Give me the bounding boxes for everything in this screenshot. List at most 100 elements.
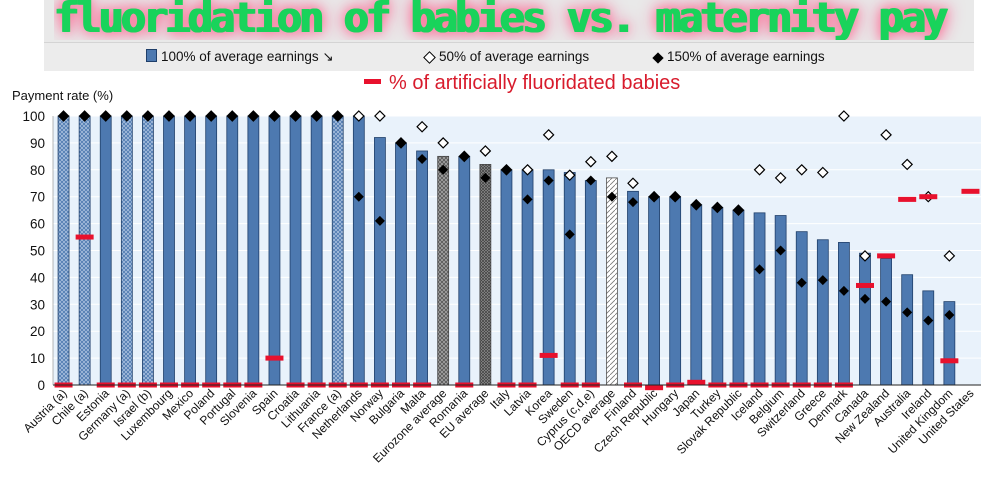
bar <box>205 115 218 386</box>
bar <box>268 115 281 386</box>
legend-filled-label: 150% of average earnings <box>667 49 825 64</box>
fluoridation-marker <box>961 188 980 194</box>
bar <box>816 239 829 386</box>
filled-diamond-marker <box>396 137 406 148</box>
fluoridation-marker <box>898 196 917 202</box>
open-diamond-marker <box>416 120 428 133</box>
fluoridation-marker <box>75 234 94 240</box>
bar <box>753 212 766 386</box>
open-diamond-marker <box>521 163 534 176</box>
legend-open-label: 50% of average earnings <box>439 49 590 64</box>
bar <box>395 142 407 386</box>
bar <box>648 196 660 386</box>
filled-diamond-marker <box>248 111 259 121</box>
open-diamond-marker <box>542 128 555 141</box>
y-tick-label: 100 <box>22 109 45 124</box>
filled-diamond-marker <box>860 293 870 304</box>
legend-item-bar: 100% of average earnings ↘ <box>146 49 334 65</box>
fluoridation-marker <box>645 385 664 391</box>
open-diamond-marker <box>627 177 639 190</box>
legend-item-open: 50% of average earnings <box>423 49 590 64</box>
fluoridation-marker <box>539 352 558 358</box>
legend-item-filled: 150% of average earnings <box>652 49 825 64</box>
legend-fluoridation-label: % of artificially fluoridated babies <box>389 72 681 94</box>
bar <box>247 115 260 386</box>
filled-diamond-marker <box>353 191 364 202</box>
bar <box>690 204 703 386</box>
bar <box>331 115 344 386</box>
bar <box>163 115 175 386</box>
open-diamond-marker <box>859 250 871 262</box>
filled-diamond-marker <box>311 111 322 121</box>
open-diamond-marker <box>606 150 618 163</box>
filled-diamond-marker <box>121 111 132 121</box>
arrow-icon: ↘ <box>322 49 334 64</box>
filled-diamond-marker <box>817 275 828 286</box>
filled-diamond-marker <box>459 151 470 162</box>
y-tick-label: 40 <box>30 270 45 285</box>
filled-diamond-marker <box>374 215 385 226</box>
y-tick-label: 20 <box>30 324 45 339</box>
bar <box>120 115 133 386</box>
filled-diamond-marker <box>79 111 90 121</box>
legend-item-fluoridation: % of artificially fluoridated babies <box>364 72 680 95</box>
fluoridation-marker <box>919 194 938 200</box>
bar <box>795 231 808 386</box>
filled-diamond-marker <box>670 191 681 202</box>
bar <box>774 215 787 386</box>
y-tick-label: 10 <box>30 351 45 366</box>
filled-diamond-marker <box>501 164 512 175</box>
filled-diamond-marker <box>796 277 807 288</box>
fluoridation-marker <box>877 253 896 259</box>
open-diamond-marker <box>352 110 365 122</box>
open-diamond-marker <box>838 110 850 122</box>
filled-diamond-marker <box>58 111 69 121</box>
filled-diamond-marker <box>164 111 174 121</box>
bar <box>142 115 154 386</box>
y-tick-label: 0 <box>37 378 45 393</box>
bar <box>838 242 850 386</box>
bar <box>901 274 914 386</box>
filled-diamond-marker <box>185 111 196 121</box>
bar <box>226 115 239 386</box>
bar <box>479 164 492 386</box>
open-diamond-marker <box>943 250 956 262</box>
filled-diamond-marker <box>206 111 217 121</box>
filled-diamond-marker <box>712 202 723 213</box>
open-diamond-marker <box>374 110 386 122</box>
y-tick-label: 80 <box>30 163 45 178</box>
filled-diamond-marker <box>649 191 660 202</box>
y-tick-label: 50 <box>30 244 45 259</box>
open-diamond-marker <box>880 128 892 141</box>
bar <box>584 180 597 386</box>
open-diamond-marker <box>774 172 787 184</box>
bar <box>437 155 450 386</box>
filled-diamond-marker <box>585 175 596 186</box>
filled-diamond-marker <box>838 285 849 296</box>
open-diamond-marker <box>479 145 492 157</box>
chart-title: fluoridation of babies vs. maternity pay <box>54 0 948 40</box>
bar <box>606 177 618 386</box>
legend: 100% of average earnings ↘ 50% of averag… <box>44 43 974 71</box>
bar <box>99 115 112 386</box>
filled-diamond-marker <box>227 111 238 121</box>
fluoridation-marker <box>856 282 874 288</box>
bar <box>542 169 555 386</box>
fluoridation-marker <box>265 355 284 361</box>
filled-diamond-marker <box>944 310 955 321</box>
filled-diamond-marker <box>881 296 892 307</box>
fluoridation-marker <box>940 358 959 364</box>
filled-diamond-marker <box>142 111 153 121</box>
open-diamond-marker <box>816 166 829 179</box>
bar <box>184 115 196 386</box>
open-diamond-marker <box>901 158 914 171</box>
bar <box>669 196 682 386</box>
red-dash-icon <box>364 79 381 84</box>
filled-diamond-marker <box>543 175 554 186</box>
filled-diamond-marker <box>438 164 449 175</box>
filled-diamond-marker <box>332 111 343 121</box>
filled-diamond-marker <box>417 154 428 165</box>
bar <box>310 115 323 386</box>
filled-diamond-marker <box>269 111 280 121</box>
